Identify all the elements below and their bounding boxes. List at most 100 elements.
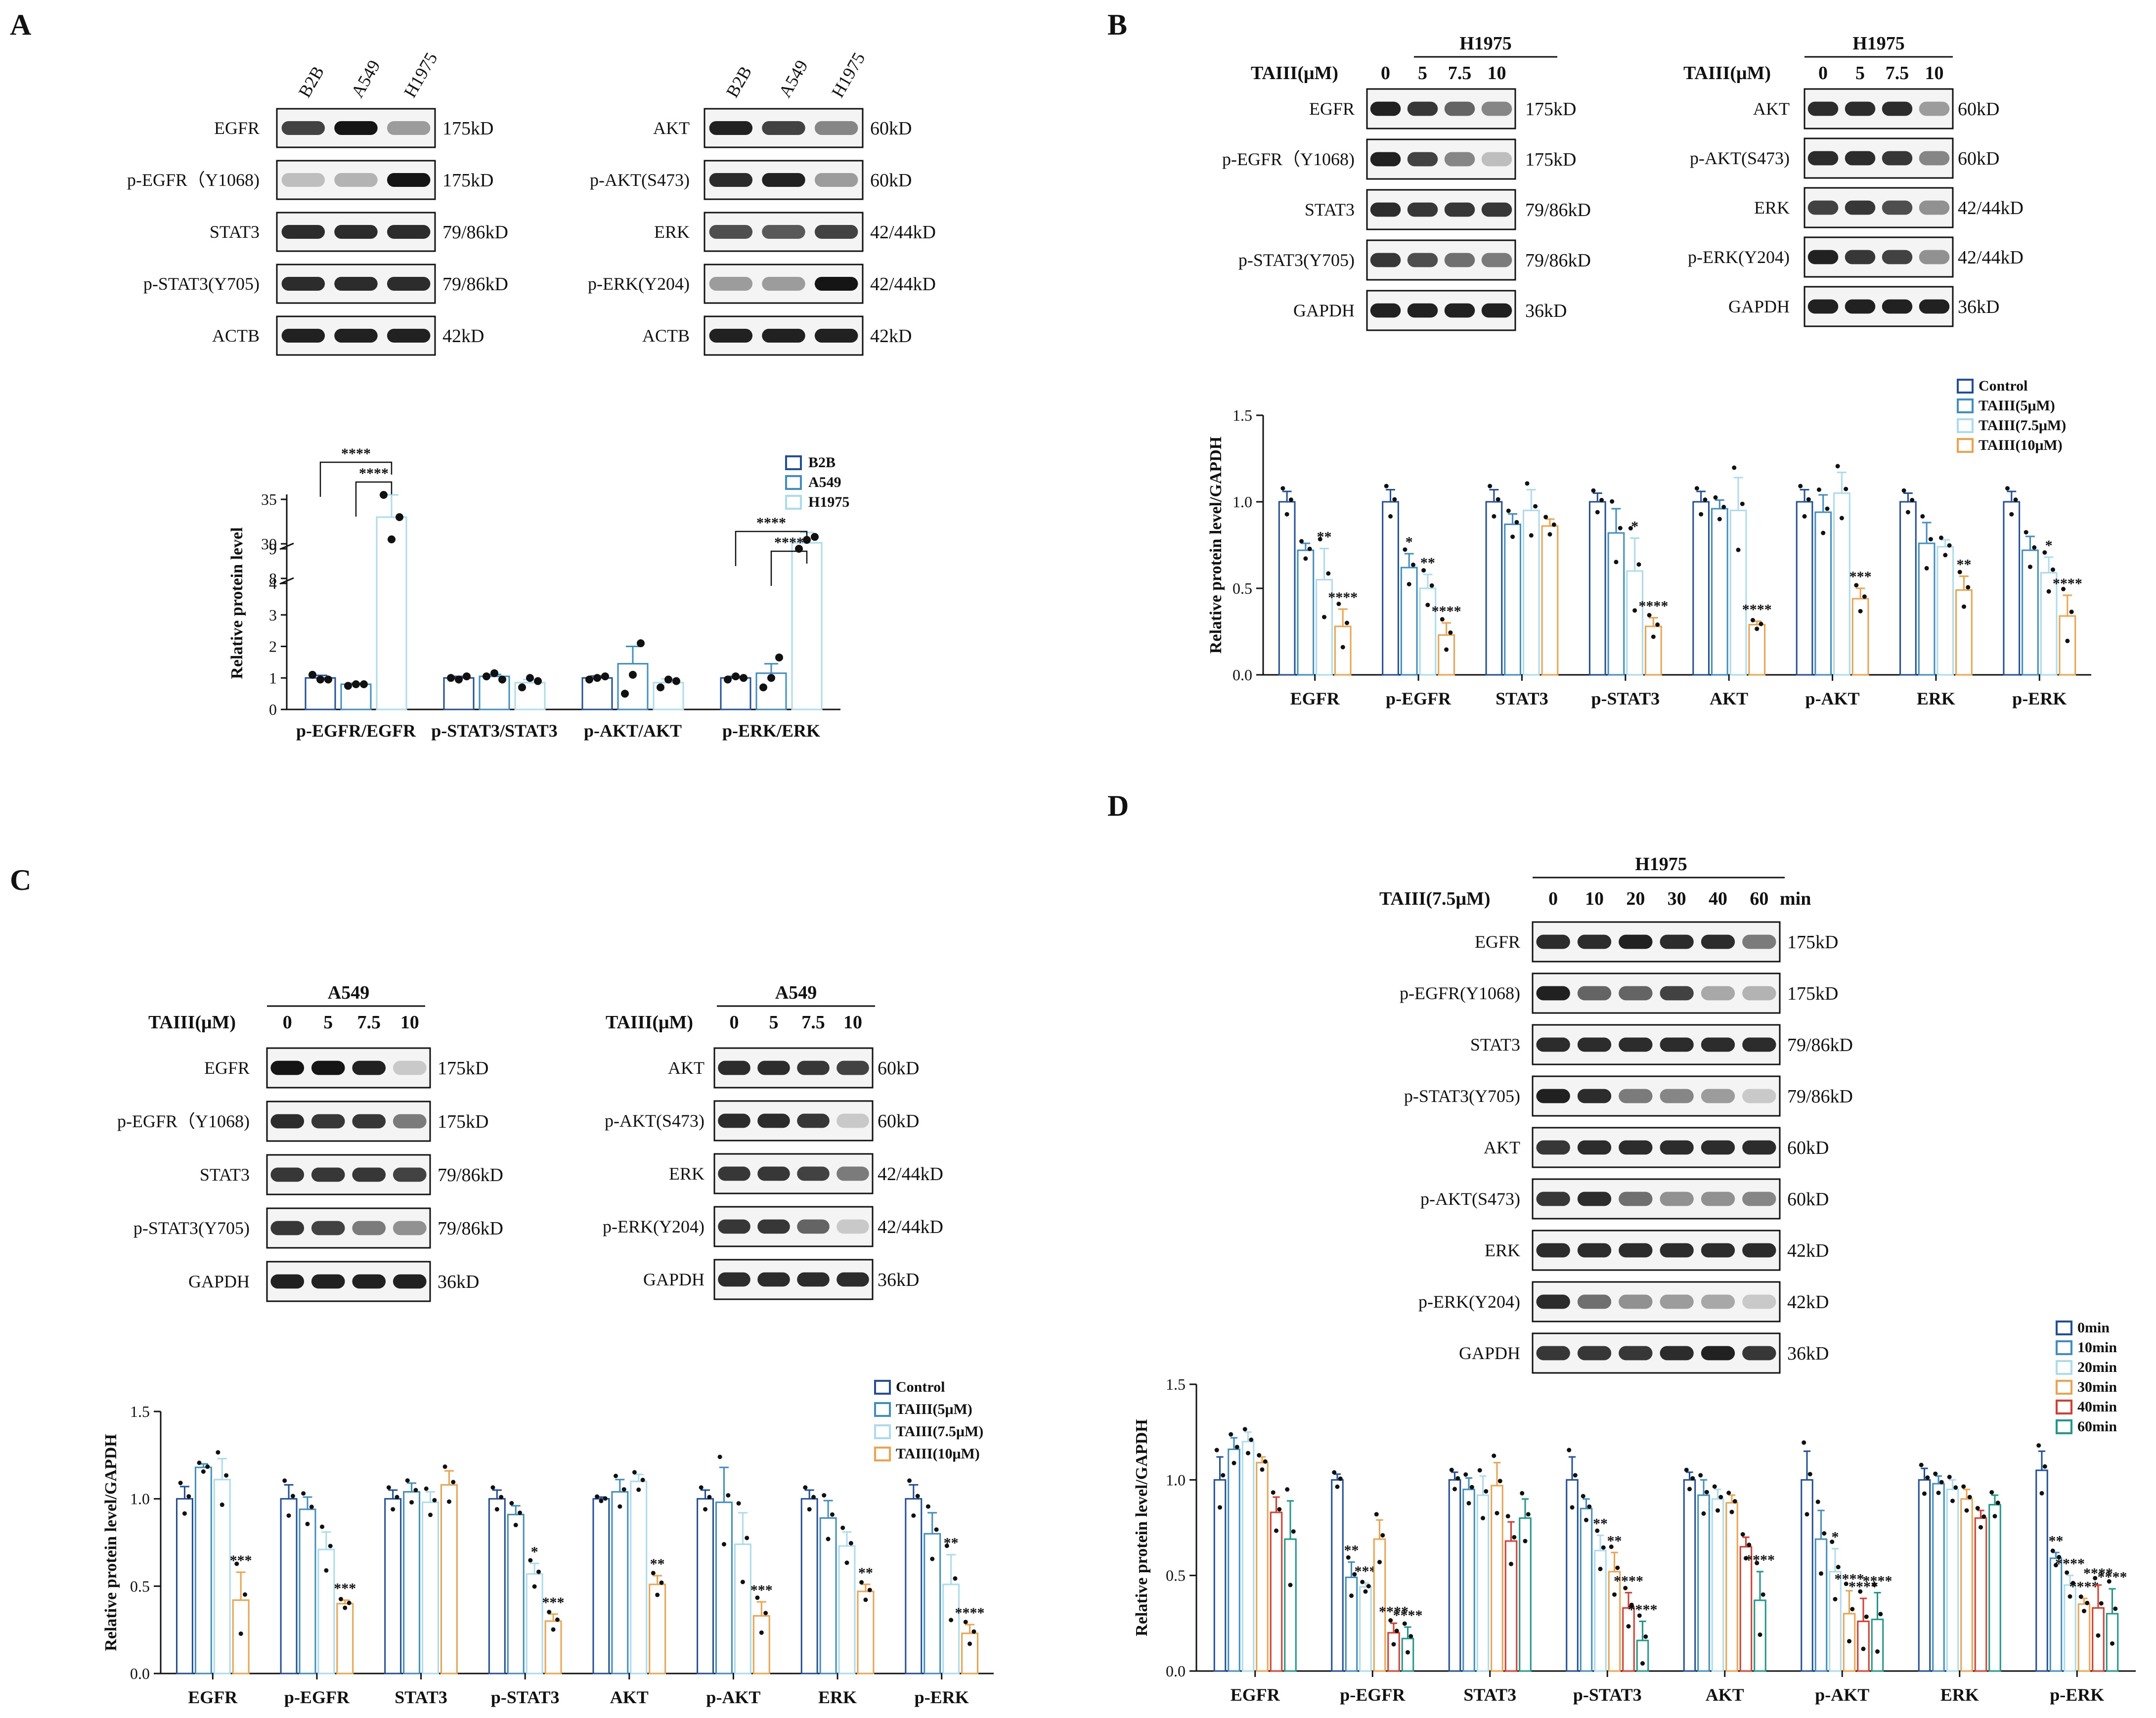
legend-entry: TAIII(10μM) bbox=[1979, 437, 2063, 453]
data-point bbox=[1623, 1586, 1628, 1590]
data-point bbox=[1595, 510, 1600, 515]
molecular-weight-label: 175kD bbox=[442, 118, 493, 139]
time-label: 0 bbox=[1548, 888, 1558, 909]
bar bbox=[1401, 1637, 1414, 1672]
blot-band bbox=[814, 328, 858, 343]
data-point bbox=[1713, 495, 1718, 500]
data-point bbox=[1947, 1475, 1952, 1480]
blot-band bbox=[1882, 101, 1913, 116]
data-point bbox=[1755, 626, 1760, 631]
data-point bbox=[1496, 497, 1500, 502]
blot-frame bbox=[1532, 921, 1781, 963]
data-point bbox=[755, 1595, 760, 1600]
legend-entry: TAIII(7.5μM) bbox=[1979, 417, 2066, 434]
molecular-weight-label: 60kD bbox=[878, 1058, 919, 1079]
data-point bbox=[1232, 1460, 1236, 1465]
data-point bbox=[1346, 1555, 1351, 1560]
data-point bbox=[1299, 539, 1304, 544]
blot-band bbox=[1536, 986, 1570, 1001]
data-point bbox=[186, 1494, 191, 1499]
data-point bbox=[498, 675, 506, 684]
blot-row-label: AKT bbox=[668, 1058, 704, 1078]
data-point bbox=[1759, 621, 1763, 626]
blot-band bbox=[814, 224, 858, 239]
blot-band bbox=[757, 1060, 790, 1075]
significance-stars: ** bbox=[1344, 1542, 1359, 1559]
blot-band bbox=[1370, 253, 1401, 267]
molecular-weight-label: 60kD bbox=[1958, 148, 1999, 169]
data-point bbox=[463, 672, 471, 681]
bar bbox=[376, 516, 407, 710]
data-point bbox=[1214, 1448, 1219, 1453]
significance-bracket bbox=[355, 481, 393, 517]
blot-band bbox=[836, 1272, 869, 1287]
data-point bbox=[391, 1507, 396, 1512]
blot-band bbox=[1701, 986, 1735, 1001]
bar bbox=[336, 1603, 354, 1674]
blot-row: p-ERK(Y204) 42kD bbox=[1418, 1281, 1829, 1322]
bar bbox=[630, 1480, 648, 1674]
bar bbox=[194, 1466, 212, 1674]
treatment-label: TAIII(μM) bbox=[606, 1012, 693, 1033]
significance-stars: * bbox=[2045, 537, 2053, 554]
bar bbox=[1960, 1498, 1973, 1672]
blot-band bbox=[334, 224, 378, 239]
data-point bbox=[1514, 520, 1519, 525]
blot-band bbox=[1577, 1346, 1612, 1361]
bar bbox=[1725, 1502, 1738, 1672]
data-point bbox=[1736, 547, 1741, 552]
significance-stars: *** bbox=[1355, 1563, 1377, 1580]
data-point bbox=[1452, 1487, 1457, 1492]
blot-band bbox=[1701, 1140, 1735, 1155]
legend-swatch bbox=[1957, 379, 1974, 394]
data-point bbox=[971, 1629, 976, 1634]
data-point bbox=[1340, 645, 1345, 650]
blot-band bbox=[311, 1274, 345, 1289]
blot-row: GAPDH 36kD bbox=[1459, 1332, 1829, 1374]
data-point bbox=[1732, 1499, 1737, 1504]
data-point bbox=[1804, 1512, 1809, 1517]
legend-entry: Control bbox=[896, 1379, 945, 1395]
data-point bbox=[637, 639, 645, 648]
data-point bbox=[1402, 1621, 1407, 1626]
molecular-weight-label: 60kD bbox=[878, 1111, 919, 1132]
time-label: 20 bbox=[1626, 888, 1645, 909]
blot-row: p-AKT(S473) 60kD bbox=[590, 160, 912, 200]
blot-band bbox=[334, 276, 378, 291]
data-point bbox=[629, 670, 637, 679]
blot-frame bbox=[1532, 1127, 1781, 1168]
blot-band bbox=[836, 1113, 869, 1128]
bar bbox=[1918, 1479, 1931, 1672]
blot-band bbox=[1444, 253, 1475, 267]
blot-row-label: GAPDH bbox=[1728, 297, 1790, 316]
data-point bbox=[1229, 1432, 1233, 1437]
blot-band bbox=[757, 1272, 790, 1287]
cell-line-label: A549 bbox=[328, 982, 369, 1003]
data-point bbox=[1704, 1490, 1709, 1495]
blot-row-label: GAPDH bbox=[1293, 301, 1355, 320]
bar bbox=[1955, 589, 1973, 676]
molecular-weight-label: 175kD bbox=[442, 170, 493, 191]
data-point bbox=[1257, 1453, 1262, 1457]
blot-row-label: p-AKT(S473) bbox=[605, 1111, 704, 1131]
data-point bbox=[1939, 1480, 1944, 1485]
blot-band bbox=[1444, 101, 1475, 116]
category-label: p-ERK bbox=[2050, 1685, 2104, 1705]
bar bbox=[1485, 501, 1503, 676]
blot-band bbox=[1444, 152, 1475, 167]
legend-swatch bbox=[1957, 398, 1974, 413]
data-point bbox=[1850, 1607, 1855, 1612]
data-point bbox=[1234, 1445, 1239, 1450]
data-point bbox=[2093, 1576, 2098, 1581]
data-point bbox=[2046, 589, 2051, 594]
data-point bbox=[1626, 1624, 1631, 1629]
data-point bbox=[1612, 1592, 1617, 1597]
data-point bbox=[732, 672, 740, 681]
bar bbox=[1814, 1538, 1828, 1672]
data-point bbox=[1933, 1471, 1938, 1476]
blot-frame bbox=[1532, 1230, 1781, 1271]
data-point bbox=[286, 1513, 291, 1518]
bar bbox=[440, 1484, 458, 1674]
data-point bbox=[1862, 594, 1867, 599]
blot-frame bbox=[1532, 972, 1781, 1014]
